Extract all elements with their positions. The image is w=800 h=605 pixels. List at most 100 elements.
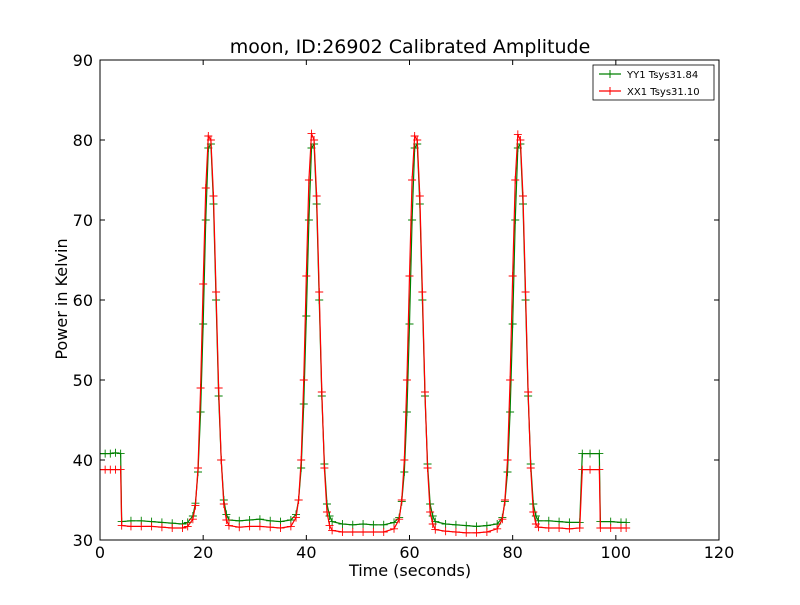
- data-point: [196, 384, 205, 392]
- data-point: [544, 516, 553, 525]
- data-point: [338, 520, 347, 528]
- data-point: [209, 192, 218, 200]
- data-point: [622, 524, 631, 532]
- data-point: [348, 528, 357, 536]
- data-point: [428, 520, 437, 528]
- data-point: [397, 496, 406, 504]
- data-point: [408, 216, 417, 224]
- data-point: [441, 520, 450, 528]
- data-point: [117, 521, 126, 530]
- data-point: [276, 524, 285, 532]
- data-point: [575, 524, 584, 532]
- data-point: [415, 192, 424, 200]
- data-point: [315, 288, 324, 296]
- legend-label: YY1 Tsys31.84: [626, 70, 698, 81]
- data-point: [379, 528, 388, 536]
- data-point: [168, 524, 177, 532]
- data-point: [294, 496, 303, 504]
- data-point: [451, 520, 460, 529]
- data-point: [304, 216, 313, 224]
- data-point: [199, 320, 208, 328]
- data-point: [506, 376, 515, 384]
- data-point: [217, 456, 226, 464]
- data-point: [565, 524, 574, 533]
- data-point: [126, 522, 135, 531]
- y-tick-label: 80: [73, 131, 93, 150]
- legend: YY1 Tsys31.84 XX1 Tsys31.10: [592, 64, 715, 101]
- data-point: [292, 513, 301, 522]
- data-point: [451, 528, 460, 536]
- data-point: [508, 320, 517, 328]
- series-layer: [100, 129, 631, 537]
- data-point: [472, 528, 481, 537]
- data-point: [359, 528, 368, 536]
- data-point: [518, 192, 527, 200]
- x-tick-label: 100: [601, 543, 632, 562]
- data-point: [312, 192, 321, 200]
- data-point: [299, 400, 308, 408]
- data-point: [147, 522, 156, 531]
- data-point: [297, 456, 306, 464]
- x-tick-label: 40: [296, 543, 316, 562]
- x-tick-label: 120: [704, 543, 735, 562]
- y-tick-label: 60: [73, 291, 93, 310]
- data-point: [462, 528, 471, 537]
- data-point: [307, 129, 316, 138]
- data-point: [400, 468, 409, 476]
- data-point: [606, 524, 615, 532]
- data-point: [299, 376, 308, 384]
- data-point: [508, 272, 517, 280]
- data-point: [513, 130, 522, 139]
- x-tick-label: 60: [399, 543, 419, 562]
- legend-entry: YY1 Tsys31.84: [599, 70, 698, 81]
- data-point: [418, 288, 427, 296]
- data-point: [304, 176, 313, 184]
- data-point: [201, 184, 210, 192]
- data-point: [157, 523, 166, 532]
- data-point: [426, 508, 435, 516]
- legend-entry: XX1 Tsys31.10: [599, 87, 700, 98]
- data-point: [408, 176, 417, 184]
- data-point: [196, 408, 205, 416]
- legend-marker: [606, 87, 614, 95]
- data-point: [328, 526, 337, 535]
- data-point: [511, 176, 520, 184]
- chart-title: moon, ID:26902 Calibrated Amplitude: [230, 36, 591, 58]
- data-point: [255, 515, 264, 524]
- x-tick-label: 0: [95, 543, 105, 562]
- data-point: [191, 501, 200, 510]
- legend-box: [592, 64, 715, 101]
- data-point: [320, 464, 329, 472]
- data-point: [338, 528, 347, 536]
- legend-label: XX1 Tsys31.10: [627, 87, 700, 98]
- y-tick-label: 30: [73, 531, 93, 550]
- data-point: [529, 508, 538, 516]
- data-point: [578, 449, 587, 458]
- data-point: [201, 216, 210, 224]
- data-point: [431, 525, 440, 534]
- x-tick-label: 20: [193, 543, 213, 562]
- data-point: [506, 408, 515, 416]
- data-point: [578, 465, 587, 474]
- data-point: [183, 522, 192, 531]
- data-point: [219, 500, 228, 508]
- data-point: [317, 388, 326, 396]
- data-point: [286, 522, 295, 531]
- data-point: [322, 508, 331, 516]
- data-point: [325, 521, 334, 530]
- data-point: [245, 522, 254, 531]
- data-point: [413, 136, 422, 144]
- data-point: [420, 388, 429, 396]
- data-point: [266, 523, 275, 532]
- legend-marker: [606, 70, 614, 78]
- data-point: [224, 521, 233, 530]
- data-point: [462, 521, 471, 530]
- data-point: [359, 520, 368, 528]
- series-2: [100, 129, 631, 537]
- data-point: [206, 136, 215, 144]
- data-point: [482, 528, 491, 536]
- data-point: [369, 520, 378, 529]
- data-point: [214, 384, 223, 392]
